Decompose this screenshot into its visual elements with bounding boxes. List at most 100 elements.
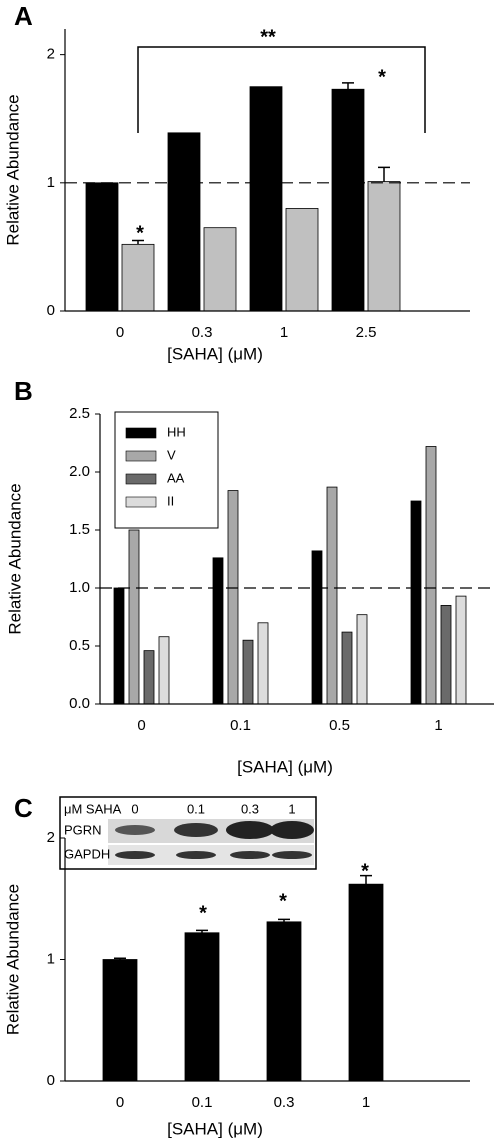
y-tick-label: 0 <box>47 1072 55 1089</box>
blot-band <box>115 825 155 835</box>
bar <box>113 587 125 705</box>
blot-inset <box>59 796 317 870</box>
bar <box>331 88 365 312</box>
legend-swatch <box>125 427 157 439</box>
bar <box>326 486 338 705</box>
bar <box>128 529 140 705</box>
bar <box>143 650 155 705</box>
legend-swatch <box>125 496 157 508</box>
y-tick-label: 1.0 <box>69 579 90 596</box>
error-bar <box>132 239 144 245</box>
y-tick-label: 2.0 <box>69 463 90 480</box>
bar <box>285 208 319 312</box>
significance-mark: * <box>279 890 287 912</box>
panel-label: A <box>14 1 33 31</box>
x-tick-label: 0.3 <box>192 324 213 341</box>
blot-band <box>115 851 155 859</box>
x-tick-label: 1 <box>434 717 442 734</box>
bar <box>455 595 467 705</box>
error-bar <box>196 929 208 933</box>
blot-band <box>226 821 274 839</box>
bar <box>184 932 220 1082</box>
x-tick-label: 0 <box>116 324 124 341</box>
significance-mark: * <box>199 902 207 924</box>
bar <box>212 557 224 705</box>
inset-header: μM SAHA <box>64 801 122 816</box>
x-tick-label: 0 <box>116 1094 124 1111</box>
blot-band <box>272 851 312 859</box>
y-tick-label: 0.0 <box>69 695 90 712</box>
error-bar <box>278 918 290 922</box>
blot-band <box>176 851 216 859</box>
bar <box>203 227 237 312</box>
significance-mark: * <box>361 860 369 882</box>
x-tick-label: 2.5 <box>356 324 377 341</box>
blot-band <box>230 851 270 859</box>
row-label: GAPDH <box>64 846 110 861</box>
x-tick-label: 0.3 <box>274 1094 295 1111</box>
lane-label: 0.1 <box>187 801 205 816</box>
lane-label: 0 <box>131 801 138 816</box>
bar <box>356 614 368 705</box>
lane-label: 0.3 <box>241 801 259 816</box>
panel-label: C <box>14 793 33 823</box>
bar <box>367 181 401 312</box>
x-tick-label: 0.1 <box>230 717 251 734</box>
bar <box>121 243 155 312</box>
legend-swatch <box>125 473 157 485</box>
y-tick-label: 2.5 <box>69 405 90 422</box>
y-tick-label: 1 <box>47 950 55 967</box>
x-tick-label: 0.5 <box>329 717 350 734</box>
y-tick-label: 1.5 <box>69 521 90 538</box>
y-axis-label: Relative Abundance <box>3 94 22 245</box>
error-bar <box>360 874 372 885</box>
bar <box>440 605 452 705</box>
significance-mark: ** <box>260 26 276 48</box>
error-bar <box>114 957 126 960</box>
error-bar <box>342 82 354 90</box>
x-axis-label: [SAHA] (μM) <box>167 344 263 363</box>
x-axis-label: [SAHA] (μM) <box>237 757 333 776</box>
significance-mark: * <box>136 222 144 244</box>
bar <box>102 959 138 1082</box>
bar <box>167 132 201 312</box>
bar <box>311 550 323 705</box>
row-label: PGRN <box>64 822 102 837</box>
legend-label: V <box>167 447 176 462</box>
blot-band <box>174 823 218 837</box>
bar <box>249 86 283 312</box>
x-tick-label: 1 <box>362 1094 370 1111</box>
bar <box>257 622 269 705</box>
bar <box>85 182 119 312</box>
y-tick-label: 2 <box>47 46 55 63</box>
y-axis-label: Relative Abundance <box>3 884 22 1035</box>
bar <box>341 631 353 705</box>
significance-bracket <box>137 46 426 133</box>
bar <box>227 490 239 705</box>
legend-swatch <box>125 450 157 462</box>
bar <box>410 500 422 705</box>
bar <box>242 639 254 705</box>
bar <box>348 883 384 1082</box>
y-tick-label: 2 <box>47 829 55 846</box>
panel-label: B <box>14 376 33 406</box>
error-bar <box>378 166 390 182</box>
blot-band <box>270 821 314 839</box>
legend-label: AA <box>167 470 185 485</box>
x-axis-label: [SAHA] (μM) <box>167 1119 263 1138</box>
y-tick-label: 0.5 <box>69 637 90 654</box>
bar <box>425 446 437 705</box>
y-axis-label: Relative Abundance <box>5 483 24 634</box>
lane-label: 1 <box>288 801 295 816</box>
bar <box>158 636 170 705</box>
bar <box>266 921 302 1082</box>
x-tick-label: 0.1 <box>192 1094 213 1111</box>
x-tick-label: 1 <box>280 324 288 341</box>
significance-mark: * <box>378 66 386 88</box>
y-tick-label: 0 <box>47 302 55 319</box>
y-tick-label: 1 <box>47 174 55 191</box>
legend-label: II <box>167 493 174 508</box>
legend-label: HH <box>167 424 186 439</box>
x-tick-label: 0 <box>137 717 145 734</box>
